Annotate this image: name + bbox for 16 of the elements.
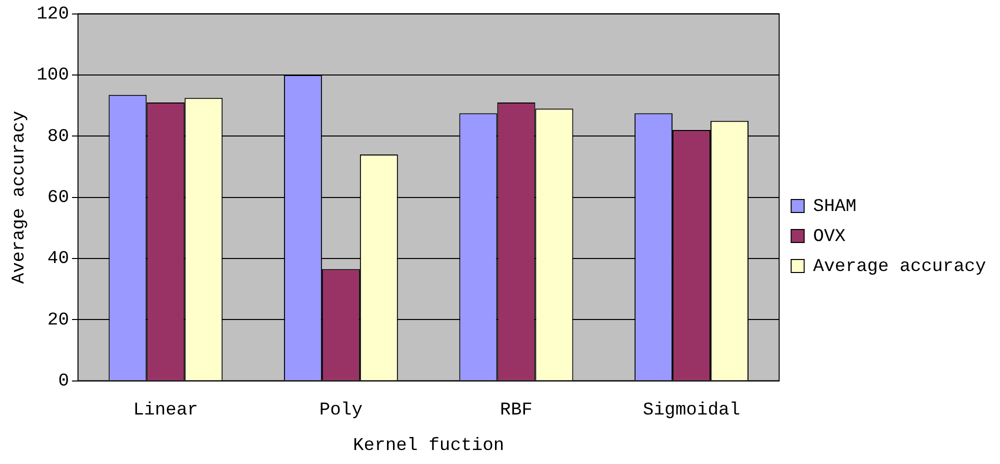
legend-label: OVX [813,226,846,247]
y-tick-label: 20 [47,310,70,330]
x-tick-label: Sigmoidal [642,400,740,420]
y-tick-label: 0 [58,372,70,392]
y-tick-label: 120 [36,4,70,25]
x-axis-title: Kernel fuction [352,436,504,456]
x-tick-label: Linear [133,400,198,420]
y-axis-title: Average accuracy [10,110,30,284]
y-tick-label: 80 [47,126,70,147]
legend-label: Average accuracy [813,256,986,277]
y-tick-label: 100 [36,66,70,86]
y-tick-label: 40 [47,249,70,270]
x-tick-label: Poly [319,400,363,420]
y-tick-label: 60 [47,188,70,208]
legend-label: SHAM [813,196,856,217]
x-tick-label: RBF [500,400,532,420]
